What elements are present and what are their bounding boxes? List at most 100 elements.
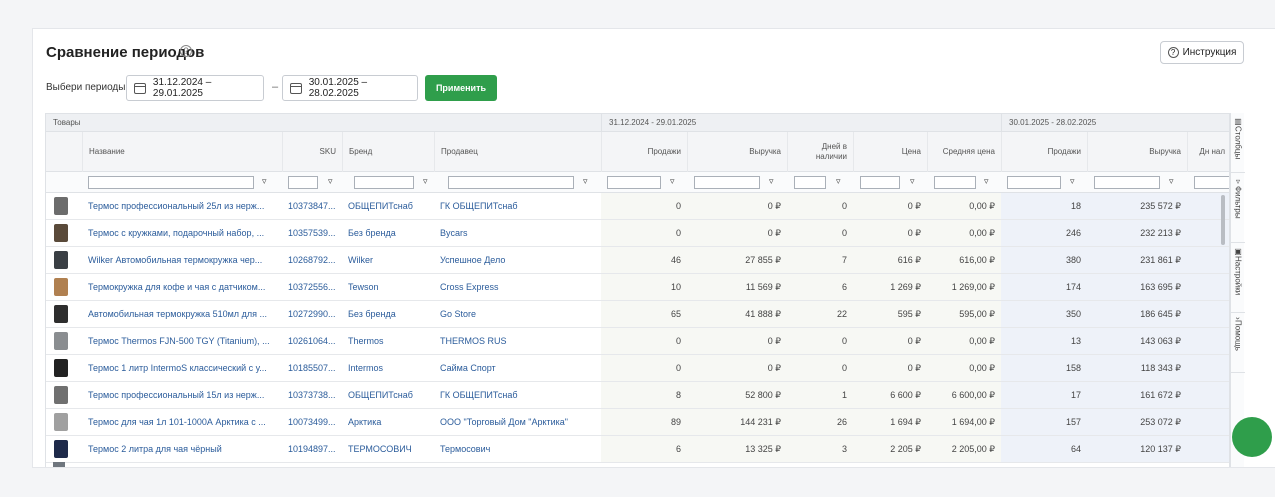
cell-brand[interactable]: Без бренда [348,309,396,319]
product-thumbnail[interactable] [54,224,68,242]
filter-input-sales2[interactable] [1007,176,1061,189]
cell-seller[interactable]: Go Store [440,309,477,319]
cell-sku[interactable]: 10185507... [288,363,336,373]
cell-brand[interactable]: ОБЩЕПИТснаб [348,390,413,400]
cell-sku[interactable]: 10372556... [288,282,336,292]
table-row[interactable]: Термос Thermos FJN-500 TGY (Titanium), .… [46,328,1229,355]
cell-name[interactable]: Термос для чая 1л 101-1000А Арктика с ..… [88,417,266,427]
cell-seller[interactable]: Сайма Спорт [440,363,496,373]
cell-seller[interactable]: ГК ОБЩЕПИТснаб [440,201,518,211]
filter-icon[interactable]: ▿ [670,176,675,186]
cell-brand[interactable]: Intermos [348,363,384,373]
col-sku[interactable]: SKU [282,132,342,172]
product-thumbnail[interactable] [54,440,68,458]
filter-icon[interactable]: ▿ [984,176,989,186]
cell-seller[interactable]: Успешное Дело [440,255,506,265]
filter-input-revenue[interactable] [694,176,760,189]
sidebar-settings-tab[interactable]: ▣ Настройки [1231,243,1245,313]
cell-sku[interactable]: 10373738... [288,390,336,400]
sidebar-columns-tab[interactable]: ▥ Столбцы [1231,113,1245,173]
cell-seller[interactable]: Термосович [440,444,491,454]
cell-brand[interactable]: Wilker [348,255,373,265]
cell-sku[interactable]: 10073499... [288,417,336,427]
sidebar-filters-tab[interactable]: ▿ Фильтры [1231,173,1245,243]
cell-name[interactable]: Термос 2 литра для чая чёрный [88,444,222,454]
cell-sku[interactable]: 10272990... [288,309,336,319]
cell-name[interactable]: Термос с кружками, подарочный набор, ... [88,228,265,238]
col-name[interactable]: Название [82,132,282,172]
filter-input-price[interactable] [860,176,900,189]
table-row[interactable]: Автомобильная термокружка 510мл для ... 1… [46,301,1229,328]
filter-icon[interactable]: ▿ [836,176,841,186]
filter-icon[interactable]: ▿ [262,176,267,186]
table-row[interactable]: Термос профессиональный 15л из нерж... 10… [46,382,1229,409]
product-thumbnail[interactable] [54,359,68,377]
table-row[interactable]: Термос с кружками, подарочный набор, ...… [46,220,1229,247]
product-thumbnail[interactable] [54,332,68,350]
filter-icon[interactable]: ▿ [1169,176,1174,186]
table-row[interactable]: Термос профессиональный 25л из нерж... 10… [46,193,1229,220]
filter-input-sales[interactable] [607,176,661,189]
cell-sku[interactable]: 10194897... [288,444,336,454]
product-thumbnail[interactable] [54,251,68,269]
cell-name[interactable]: Термос Thermos FJN-500 TGY (Titanium), .… [88,336,270,346]
help-circle-icon[interactable]: ? [180,45,192,57]
period1-date-picker[interactable]: 31.12.2024 – 29.01.2025 [126,75,264,101]
col-price[interactable]: Цена [853,132,927,172]
filter-input-days2[interactable] [1194,176,1229,189]
filter-icon[interactable]: ▿ [328,176,333,186]
cell-seller[interactable]: THERMOS RUS [440,336,507,346]
cell-seller[interactable]: Bycars [440,228,468,238]
product-thumbnail[interactable] [54,305,68,323]
cell-name[interactable]: Автомобильная термокружка 510мл для ... [88,309,267,319]
period2-date-picker[interactable]: 30.01.2025 – 28.02.2025 [282,75,418,101]
cell-name[interactable]: Термос 1 литр IntermoS классический с у.… [88,363,267,373]
col-revenue[interactable]: Выручка [687,132,787,172]
cell-brand[interactable]: Арктика [348,417,382,427]
filter-input-revenue2[interactable] [1094,176,1160,189]
col-avg-price[interactable]: Средняя цена [927,132,1001,172]
col-sales2[interactable]: Продажи [1001,132,1087,172]
col-seller[interactable]: Продавец [434,132,601,172]
filter-input-name[interactable] [88,176,254,189]
filter-icon[interactable]: ▿ [1070,176,1075,186]
table-row[interactable]: Термос 2 литра для чая чёрный 10194897...… [46,436,1229,463]
filter-icon[interactable]: ▿ [910,176,915,186]
table-row[interactable]: Термос 1 литр IntermoS классический с у.… [46,355,1229,382]
cell-name[interactable]: Термос профессиональный 25л из нерж... [88,201,265,211]
cell-brand[interactable]: ОБЩЕПИТснаб [348,201,413,211]
cell-brand[interactable]: ТЕРМОСОВИЧ [348,444,412,454]
chat-widget-button[interactable] [1232,417,1272,457]
table-row[interactable]: Wilker Автомобильная термокружка чер... 1… [46,247,1229,274]
cell-name[interactable]: Термокружка для кофе и чая с датчиком... [88,282,266,292]
product-thumbnail[interactable] [54,278,68,296]
col-days[interactable]: Дней в наличии [787,132,853,172]
col-revenue2[interactable]: Выручка [1087,132,1187,172]
cell-brand[interactable]: Tewson [348,282,379,292]
filter-icon[interactable]: ▿ [423,176,428,186]
cell-sku[interactable]: 10268792... [288,255,336,265]
filter-icon[interactable]: ▿ [583,176,588,186]
table-row[interactable]: Термос для чая 1л 101-1000А Арктика с ..… [46,409,1229,436]
cell-seller[interactable]: Cross Express [440,282,499,292]
product-thumbnail[interactable] [54,197,68,215]
cell-seller[interactable]: ГК ОБЩЕПИТснаб [440,390,518,400]
filter-icon[interactable]: ▿ [769,176,774,186]
apply-button[interactable]: Применить [425,75,497,101]
col-brand[interactable]: Бренд [342,132,434,172]
col-sales[interactable]: Продажи [601,132,687,172]
sidebar-help-tab[interactable]: › Помощь [1231,313,1245,373]
cell-sku[interactable]: 10357539... [288,228,336,238]
product-thumbnail[interactable] [54,386,68,404]
filter-input-seller[interactable] [448,176,574,189]
cell-sku[interactable]: 10261064... [288,336,336,346]
cell-seller[interactable]: ООО "Торговый Дом "Арктика" [440,417,568,427]
filter-input-brand[interactable] [354,176,414,189]
vertical-scrollbar[interactable] [1221,195,1225,245]
instruction-button[interactable]: ? Инструкция [1160,41,1244,64]
cell-name[interactable]: Термос профессиональный 15л из нерж... [88,390,265,400]
cell-brand[interactable]: Thermos [348,336,384,346]
filter-input-days[interactable] [794,176,826,189]
filter-input-avg-price[interactable] [934,176,976,189]
cell-name[interactable]: Wilker Автомобильная термокружка чер... [88,255,263,265]
